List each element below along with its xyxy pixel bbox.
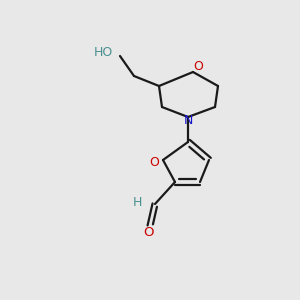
Text: O: O [143, 226, 153, 238]
Text: O: O [193, 61, 203, 74]
Text: H: H [132, 196, 142, 208]
Text: O: O [149, 155, 159, 169]
Text: HO: HO [93, 46, 112, 59]
Text: N: N [183, 113, 193, 127]
